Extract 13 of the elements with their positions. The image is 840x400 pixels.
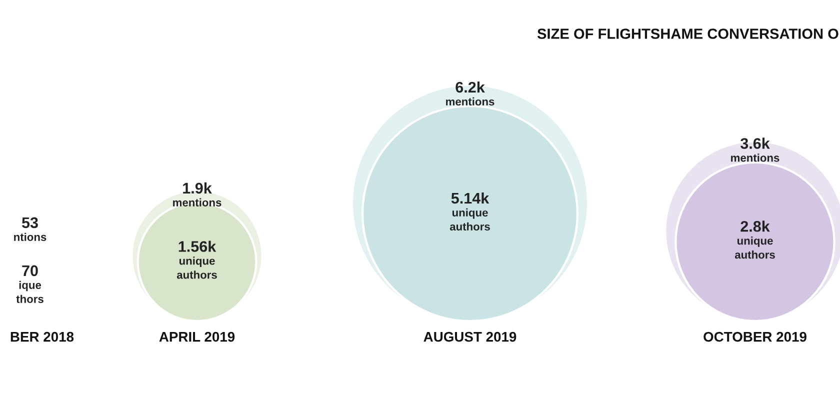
data-label: 5.14k unique authors: [450, 192, 490, 231]
category-label: BER 2018: [10, 332, 74, 342]
data-label: 1.56k unique authors: [176, 240, 217, 279]
category-label: APRIL 2019: [159, 332, 235, 342]
data-label: 6.2k mentions: [446, 81, 494, 106]
data-label: 53 ntions: [14, 217, 46, 241]
category-label: OCTOBER 2019: [704, 332, 806, 342]
data-label: 1.9k mentions: [173, 182, 222, 206]
data-label: 70 ique thors: [16, 265, 44, 303]
data-label: 2.8k unique authors: [734, 220, 775, 259]
category-label: AUGUST 2019: [424, 332, 516, 342]
text: SIZE OF FLIGHTSHAME CONVERSATION O: [537, 28, 838, 39]
data-label: 3.6k mentions: [731, 138, 780, 162]
